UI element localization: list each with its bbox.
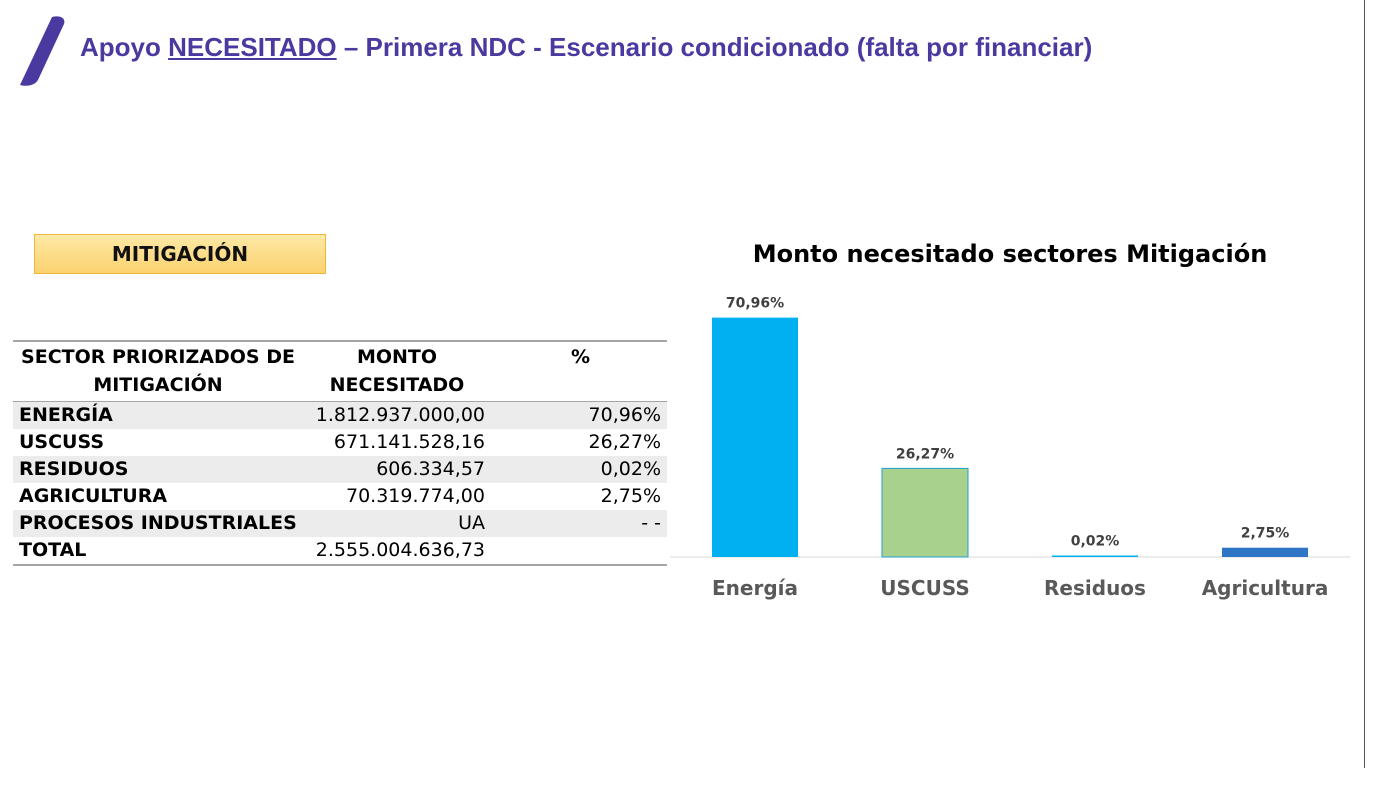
slide-right-border <box>1364 0 1365 768</box>
table-row: AGRICULTURA 70.319.774,00 2,75% <box>13 483 667 510</box>
header-monto: MONTO NECESITADO <box>303 341 491 402</box>
title-prefix: Apoyo <box>80 32 169 62</box>
cell-sector: TOTAL <box>19 539 87 561</box>
cell-sector: RESIDUOS <box>13 456 303 483</box>
bar-energía <box>712 317 798 557</box>
cell-percent: 2,75% <box>600 485 661 507</box>
title-emphasis: NECESITADO <box>168 32 337 62</box>
header-percent: % <box>491 341 667 402</box>
cell-percent: 26,27% <box>588 431 661 453</box>
cell-monto: 70.319.774,00 <box>345 485 485 507</box>
data-label: 70,96% <box>726 296 784 312</box>
chart-title: Monto necesitado sectores Mitigación <box>752 240 1268 268</box>
cell-sector: USCUSS <box>19 431 104 453</box>
title-suffix: – Primera NDC - Escenario condicionado (… <box>336 32 1093 62</box>
mitigation-table: SECTOR PRIORIZADOS DE MITIGACIÓN MONTO N… <box>13 340 667 566</box>
cell-percent: - - <box>491 510 667 537</box>
cell-percent <box>491 537 667 565</box>
data-label: 2,75% <box>1241 526 1290 542</box>
cell-sector: AGRICULTURA <box>19 485 168 507</box>
brand-slash-logo <box>20 16 65 86</box>
bar-agricultura <box>1222 547 1308 557</box>
cell-monto: UA <box>303 510 491 537</box>
cell-monto: 671.141.528,16 <box>333 431 485 453</box>
data-label: 26,27% <box>896 446 954 462</box>
cell-percent: 70,96% <box>491 401 667 429</box>
table-row: ENERGÍA 1.812.937.000,00 70,96% <box>13 401 667 429</box>
logo-shape <box>20 16 65 86</box>
header-sector: SECTOR PRIORIZADOS DE MITIGACIÓN <box>13 341 303 402</box>
bar-residuos <box>1052 555 1138 557</box>
mitigation-label-box: MITIGACIÓN <box>34 234 326 274</box>
cell-sector: ENERGÍA <box>13 401 303 429</box>
cell-monto: 1.812.937.000,00 <box>303 401 491 429</box>
cell-monto: 2.555.004.636,73 <box>315 539 485 561</box>
cell-monto: 606.334,57 <box>303 456 491 483</box>
category-label: Residuos <box>1044 576 1146 600</box>
mitigation-label: MITIGACIÓN <box>111 242 249 266</box>
table-row: TOTAL 2.555.004.636,73 <box>13 537 667 565</box>
table-row: PROCESOS INDUSTRIALES UA - - <box>13 510 667 537</box>
category-label: USCUSS <box>880 576 969 600</box>
data-label: 0,02% <box>1071 534 1120 550</box>
bar-uscuss <box>881 467 969 558</box>
table-row: USCUSS 671.141.528,16 26,27% <box>13 429 667 456</box>
cell-percent: 0,02% <box>491 456 667 483</box>
table-row: RESIDUOS 606.334,57 0,02% <box>13 456 667 483</box>
cell-sector: PROCESOS INDUSTRIALES <box>13 510 303 537</box>
bar-chart: 70,96% Energía 26,27% USCUSS 0,02% Residuos 2,… <box>670 296 1350 600</box>
category-label: Energía <box>712 576 798 600</box>
category-label: Agricultura <box>1202 576 1329 600</box>
table-header-row: SECTOR PRIORIZADOS DE MITIGACIÓN MONTO N… <box>13 341 667 402</box>
page-title: Apoyo NECESITADO – Primera NDC - Escenar… <box>80 32 1092 63</box>
